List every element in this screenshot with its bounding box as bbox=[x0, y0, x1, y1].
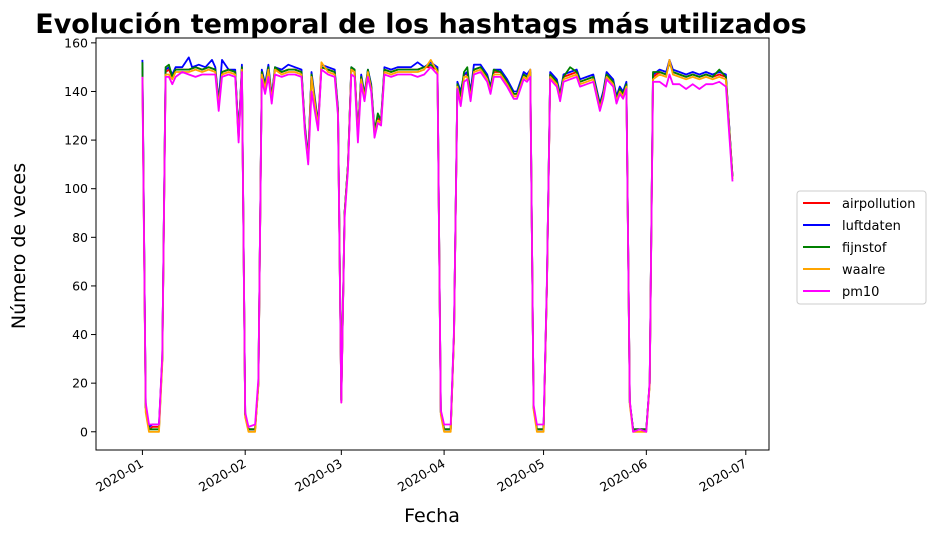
y-axis: 0 20 40 60 80 100 120 140 160 bbox=[64, 35, 96, 439]
x-tick-label: 2020-02 bbox=[196, 456, 249, 495]
y-tick-label: 100 bbox=[64, 181, 88, 196]
y-tick-label: 40 bbox=[72, 327, 88, 342]
legend-label-waalre: waalre bbox=[842, 263, 885, 278]
y-tick-label: 20 bbox=[72, 376, 88, 391]
y-tick-label: 160 bbox=[64, 35, 88, 50]
series-line-pm10 bbox=[141, 66, 734, 433]
x-tick-label: 2020-07 bbox=[697, 456, 750, 495]
y-tick-label: 140 bbox=[64, 84, 88, 99]
plot-frame bbox=[95, 37, 770, 451]
y-tick-label: 0 bbox=[80, 424, 88, 439]
y-tick-label: 60 bbox=[72, 278, 88, 293]
x-tick-label: 2020-01 bbox=[93, 456, 146, 495]
legend-label-luftdaten: luftdaten bbox=[842, 219, 901, 234]
plot-area bbox=[95, 37, 770, 451]
legend-frame bbox=[796, 190, 927, 305]
legend-label-pm10: pm10 bbox=[842, 285, 879, 300]
legend-label-fijnstof: fijnstof bbox=[842, 241, 887, 256]
series-layer bbox=[141, 56, 734, 433]
y-axis-label: Número de veces bbox=[8, 163, 30, 329]
y-tick-label: 80 bbox=[72, 230, 88, 245]
x-tick-label: 2020-06 bbox=[597, 456, 650, 495]
chart-title: Evolución temporal de los hashtags más u… bbox=[35, 9, 807, 40]
y-tick-label: 120 bbox=[64, 133, 88, 148]
legend-label-airpollution: airpollution bbox=[842, 197, 916, 212]
x-tick-label: 2020-04 bbox=[395, 456, 448, 495]
x-axis-label: Fecha bbox=[404, 505, 460, 527]
x-axis: 2020-01 2020-02 2020-03 2020-04 2020-05 2020-… bbox=[93, 450, 749, 495]
x-tick-label: 2020-03 bbox=[292, 456, 345, 495]
legend: airpollution luftdaten fijnstof waalre pm10 bbox=[796, 190, 927, 305]
x-tick-label: 2020-05 bbox=[494, 456, 547, 495]
